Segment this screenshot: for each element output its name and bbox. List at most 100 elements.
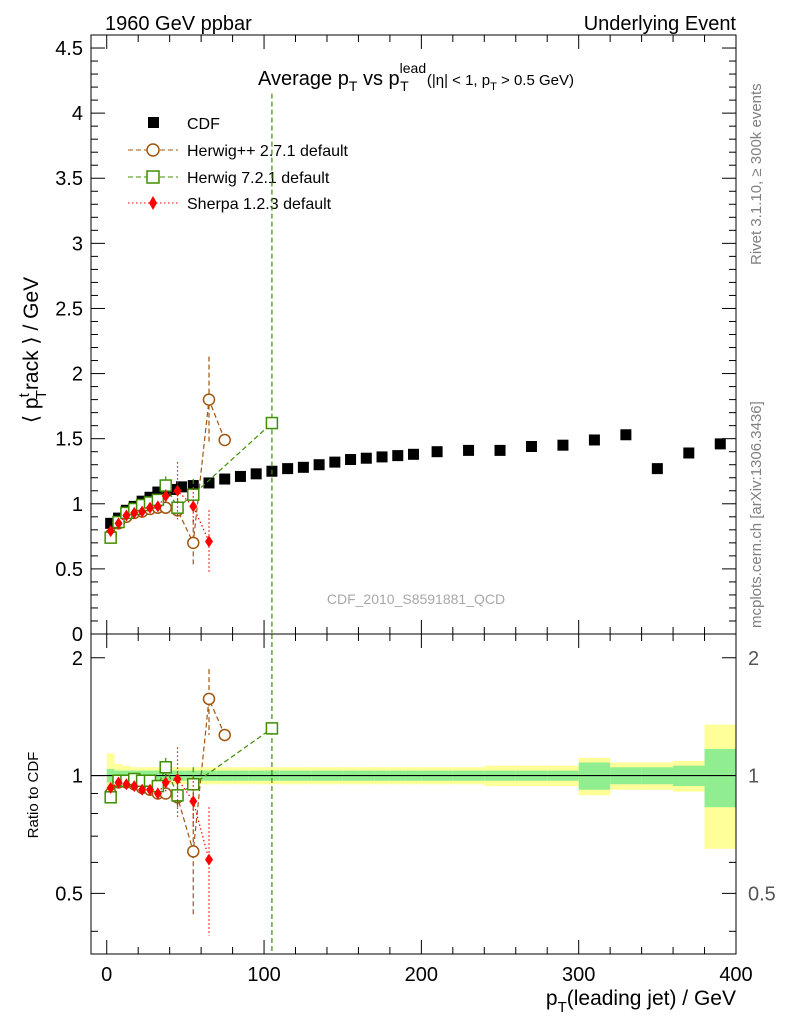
cdf-data-point: [219, 473, 231, 485]
main-y-tick-label: 0: [72, 624, 83, 646]
main-herwigpp-point: [187, 536, 200, 550]
rivet-label: Rivet 3.1.10, ≥ 300k events: [748, 83, 765, 265]
ratio-series-sherpa: [106, 747, 213, 936]
ratio-y-tick-label: 0.5: [55, 883, 83, 905]
cdf-data-point: [152, 486, 164, 498]
ratio-herwig7-point: [265, 722, 279, 735]
main-sherpa-point: [130, 506, 139, 519]
ratio-herwigpp-point: [202, 692, 216, 706]
ratio-sherpa-point: [161, 776, 170, 789]
main-y-tick-label: 0.5: [55, 559, 83, 581]
cdf-data-point: [557, 439, 569, 451]
ratio-sherpa-point: [106, 781, 115, 794]
cdf-data-point: [392, 450, 404, 462]
ratio-herwig7-point: [187, 778, 200, 791]
legend: CDF Herwig++ 2.7.1 default Herwig 7.2.1 …: [128, 116, 349, 213]
legend-entry-herwigpp: Herwig++ 2.7.1 default: [128, 143, 349, 160]
main-y-tick-label: 2: [72, 364, 83, 386]
legend-marker-herwigpp: [146, 143, 160, 157]
main-herwig7-point: [159, 479, 172, 492]
ratio-herwig7-point: [159, 761, 172, 774]
ratio-y-tick-label-right: 0.5: [748, 883, 776, 905]
ratio-sherpa-point: [189, 795, 198, 808]
cdf-data-point: [313, 459, 325, 471]
header-left: 1960 GeV ppbar: [105, 13, 252, 35]
x-tick-label: 200: [405, 964, 438, 986]
cdf-data-point: [714, 438, 726, 450]
cdf-data-point: [651, 463, 663, 475]
main-series-cdf: [105, 429, 726, 529]
cdf-data-point: [203, 477, 215, 489]
legend-marker-herwig7: [146, 170, 160, 184]
cdf-data-point: [683, 447, 695, 459]
main-series-herwigpp: [104, 356, 231, 567]
main-y-tick-label: 3: [72, 233, 83, 255]
ratio-series-herwigpp: [104, 669, 231, 916]
cdf-data-point: [297, 461, 309, 473]
ratio-sherpa-point: [138, 783, 147, 796]
cdf-data-point: [525, 440, 537, 452]
ratio-sherpa-point: [114, 776, 123, 789]
cdf-data-point: [282, 463, 294, 475]
main-line-sherpa: [110, 490, 210, 542]
cdf-data-point: [463, 444, 475, 456]
ratio-herwigpp-point: [218, 728, 231, 742]
main-sherpa-point: [153, 500, 162, 513]
cdf-data-point: [250, 468, 262, 480]
legend-label-sherpa: Sherpa 1.2.3 default: [187, 196, 332, 213]
ratio-sherpa-point: [130, 780, 139, 793]
main-y-tick-label: 4.5: [55, 38, 83, 60]
header-right: Underlying Event: [584, 13, 737, 35]
ratio-series-herwig7: [104, 634, 279, 954]
ratio-sherpa-point: [173, 772, 182, 785]
x-tick-label: 400: [719, 964, 752, 986]
x-tick-label: 100: [247, 964, 280, 986]
ratio-panel-frame: [90, 633, 737, 955]
analysis-watermark: CDF_2010_S8591881_QCD: [327, 591, 505, 607]
cdf-data-point: [408, 448, 419, 460]
cdf-data-point: [494, 444, 506, 456]
ratio-y-axis-label: Ratio to CDF: [25, 752, 42, 839]
main-series-sherpa: [106, 462, 213, 573]
main-sherpa-point: [114, 517, 123, 530]
legend-marker-sherpa: [149, 196, 157, 210]
chart-title: Average pT vs plead T (|η| < 1, pT > 0.5 …: [258, 60, 574, 94]
cdf-data-point: [588, 434, 600, 446]
ratio-sherpa-point: [145, 783, 154, 796]
cdf-data-point: [105, 517, 117, 529]
legend-label-herwig7: Herwig 7.2.1 default: [187, 170, 330, 187]
x-tick-label: 300: [562, 964, 595, 986]
cdf-data-point: [376, 451, 388, 463]
main-sherpa-point: [173, 484, 182, 497]
main-sherpa-point: [161, 489, 170, 502]
main-y-axis-label: ⟨ ptTrack ⟩ / GeV: [16, 277, 50, 423]
ratio-y-tick-label-right: 2: [748, 648, 759, 670]
main-y-tick-label: 2.5: [55, 298, 83, 320]
ratio-sherpa-point: [153, 787, 162, 800]
main-sherpa-point: [138, 505, 147, 518]
main-sherpa-point: [204, 535, 213, 548]
main-sherpa-point: [106, 525, 115, 538]
main-y-tick-label: 3.5: [55, 168, 83, 190]
legend-entry-sherpa: Sherpa 1.2.3 default: [128, 196, 332, 213]
ratio-y-tick-label: 2: [72, 648, 83, 670]
cdf-data-point: [360, 452, 372, 464]
main-sherpa-point: [145, 501, 154, 514]
main-y-tick-label: 1.5: [55, 429, 83, 451]
cdf-data-point: [234, 470, 246, 482]
legend-label-herwigpp: Herwig++ 2.7.1 default: [187, 143, 349, 160]
ratio-band-inner: [704, 748, 736, 808]
cdf-data-point: [175, 481, 187, 493]
main-herwigpp-point: [202, 393, 216, 406]
main-y-tick-label: 4: [72, 103, 83, 125]
ratio-sherpa-point: [204, 853, 213, 866]
cdf-data-point: [329, 456, 341, 468]
ratio-y-tick-label: 1: [72, 766, 83, 788]
legend-entry-herwig7: Herwig 7.2.1 default: [128, 170, 330, 187]
main-sherpa-point: [122, 509, 131, 522]
ratio-y-tick-label-right: 1: [748, 766, 759, 788]
legend-marker-cdf: [148, 117, 159, 128]
ratio-axis-ticks: 0.5 0.5 1 1 2 2 0 100 200 300 400: [55, 634, 776, 986]
legend-entry-cdf: CDF: [148, 116, 220, 133]
